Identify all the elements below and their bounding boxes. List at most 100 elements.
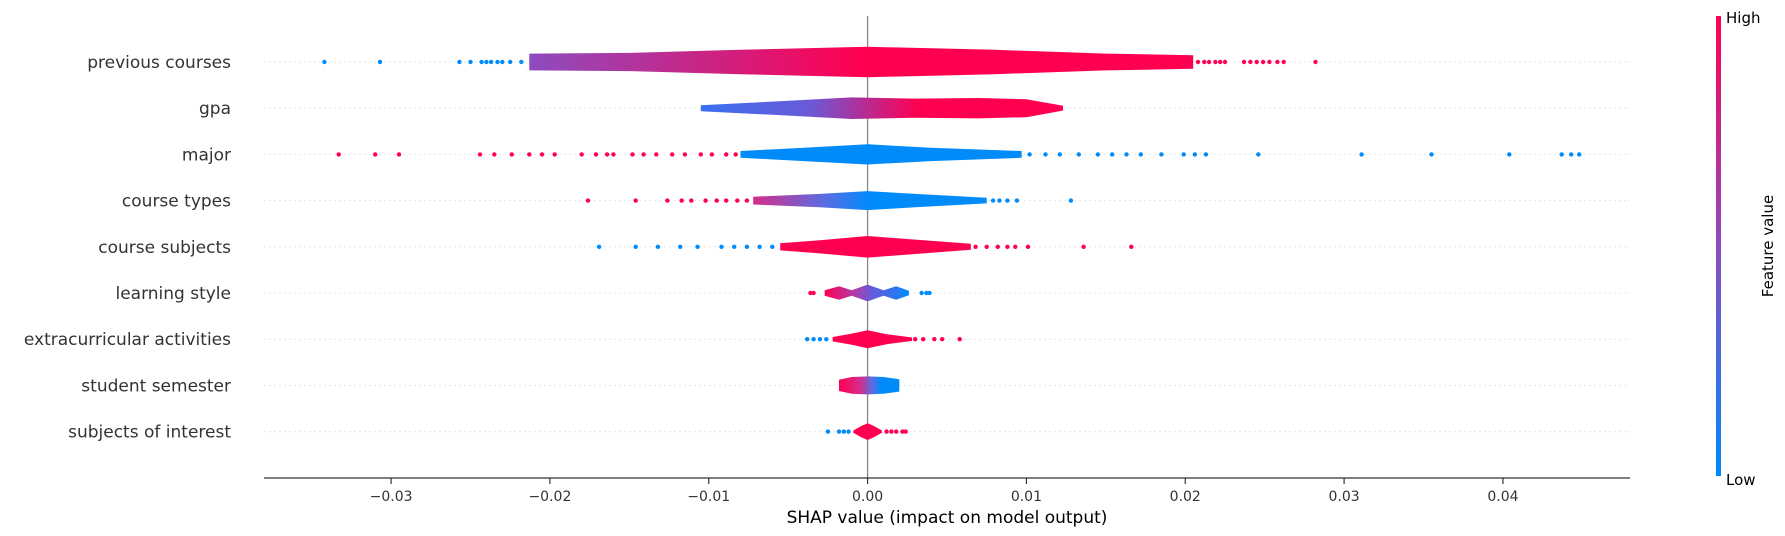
x-tick-label: 0.00 bbox=[852, 489, 883, 505]
outlier-point-major bbox=[1181, 152, 1186, 157]
colorbar-high-label: High bbox=[1726, 9, 1760, 27]
colorbar-gradient bbox=[1716, 16, 1721, 476]
outlier-point-course-subjects bbox=[1129, 244, 1134, 249]
x-tick-label: −0.03 bbox=[370, 489, 413, 505]
x-axis-title: SHAP value (impact on model output) bbox=[787, 508, 1108, 528]
outlier-point-course-subjects bbox=[655, 244, 661, 249]
outlier-point-previous-courses bbox=[468, 59, 473, 65]
outlier-point-course-subjects bbox=[596, 244, 602, 249]
outlier-point-subjects-of-interest bbox=[841, 429, 846, 434]
outlier-point-previous-courses bbox=[495, 59, 500, 65]
outlier-point-course-subjects bbox=[984, 244, 989, 249]
colorbar-title: Feature value bbox=[1759, 195, 1777, 297]
outlier-point-major bbox=[336, 152, 341, 157]
outlier-point-course-subjects bbox=[633, 244, 638, 249]
outlier-point-major bbox=[1095, 152, 1101, 157]
outlier-point-previous-courses bbox=[377, 59, 383, 65]
feature-label-learning-style: learning style bbox=[115, 284, 231, 304]
colorbar-low-label: Low bbox=[1726, 471, 1756, 489]
outlier-point-previous-courses bbox=[500, 59, 505, 65]
violin-course-subjects bbox=[780, 236, 971, 258]
outlier-point-subjects-of-interest bbox=[836, 429, 842, 434]
outlier-point-major bbox=[670, 152, 675, 157]
outlier-point-major bbox=[682, 152, 688, 157]
outlier-point-major bbox=[733, 152, 738, 157]
outlier-point-course-subjects bbox=[770, 244, 775, 249]
outlier-point-major bbox=[611, 152, 616, 157]
outlier-point-course-types bbox=[679, 198, 684, 203]
outlier-point-major bbox=[1027, 152, 1032, 157]
outlier-point-course-subjects bbox=[695, 244, 700, 249]
outlier-point-previous-courses bbox=[479, 59, 484, 65]
outlier-point-previous-courses bbox=[1260, 59, 1266, 65]
outlier-point-previous-courses bbox=[1213, 59, 1218, 65]
feature-labels: previous courses gpa major course types cour… bbox=[24, 53, 231, 443]
x-tick-label: 0.01 bbox=[1011, 489, 1042, 505]
outlier-point-major bbox=[1507, 152, 1512, 157]
outlier-point-major bbox=[539, 152, 545, 157]
outlier-point-previous-courses bbox=[508, 59, 513, 65]
outlier-point-course-types bbox=[997, 198, 1002, 203]
outlier-point-course-types bbox=[665, 198, 670, 203]
feature-label-course-subjects: course subjects bbox=[98, 238, 231, 258]
outlier-point-learning-style bbox=[927, 290, 932, 296]
outlier-point-extracurricular-activities bbox=[913, 337, 918, 342]
outlier-point-major bbox=[630, 152, 635, 157]
outlier-point-major bbox=[709, 152, 715, 157]
violin-learning-style bbox=[824, 284, 909, 302]
outlier-point-course-subjects bbox=[1013, 244, 1018, 249]
outlier-point-course-types bbox=[1005, 198, 1010, 203]
outlier-point-previous-courses bbox=[1222, 59, 1228, 65]
outlier-point-subjects-of-interest bbox=[825, 429, 831, 434]
outlier-point-previous-courses bbox=[484, 59, 489, 65]
outlier-point-major bbox=[1569, 152, 1574, 157]
outlier-point-course-types bbox=[585, 198, 591, 203]
outlier-point-major bbox=[1124, 152, 1129, 157]
outlier-point-extracurricular-activities bbox=[940, 337, 945, 342]
outlier-point-course-subjects bbox=[719, 244, 724, 249]
outlier-point-course-types bbox=[990, 198, 996, 203]
outlier-point-course-subjects bbox=[678, 244, 683, 249]
outlier-point-major bbox=[373, 152, 378, 157]
outlier-point-course-types bbox=[703, 198, 708, 203]
outlier-point-course-types bbox=[735, 198, 740, 203]
outlier-point-major bbox=[1559, 152, 1564, 157]
outlier-point-course-subjects bbox=[973, 244, 978, 249]
outlier-point-previous-courses bbox=[1254, 59, 1259, 65]
outlier-point-course-types bbox=[633, 198, 638, 203]
outlier-point-extracurricular-activities bbox=[957, 337, 962, 342]
violin-subjects-of-interest bbox=[853, 423, 882, 440]
outlier-point-learning-style bbox=[808, 290, 813, 296]
outlier-point-extracurricular-activities bbox=[921, 337, 926, 342]
outlier-point-major bbox=[492, 152, 497, 157]
outlier-point-major bbox=[1429, 152, 1434, 157]
outlier-point-major bbox=[604, 152, 610, 157]
feature-label-major: major bbox=[182, 145, 231, 165]
feature-label-previous-courses: previous courses bbox=[87, 53, 231, 73]
violin-student-semester bbox=[838, 376, 900, 395]
outlier-point-major bbox=[1057, 152, 1063, 157]
outlier-point-course-subjects bbox=[995, 244, 1000, 249]
outlier-point-major bbox=[698, 152, 703, 157]
outlier-point-previous-courses bbox=[1313, 59, 1318, 65]
violin-previous-courses bbox=[529, 46, 1194, 78]
outlier-point-major bbox=[396, 152, 402, 157]
outlier-point-major bbox=[1256, 152, 1261, 157]
x-tick-label: 0.03 bbox=[1329, 489, 1360, 505]
outlier-point-major bbox=[654, 152, 659, 157]
outlier-point-previous-courses bbox=[1202, 59, 1207, 65]
x-tick-label: 0.04 bbox=[1487, 489, 1518, 505]
violin-extracurricular-activities bbox=[832, 330, 913, 349]
outlier-point-course-types bbox=[714, 198, 719, 203]
outlier-point-subjects-of-interest bbox=[889, 429, 894, 434]
outlier-point-previous-courses bbox=[1241, 59, 1247, 65]
outlier-point-major bbox=[552, 152, 557, 157]
x-axis-ticks: −0.03 −0.02 −0.01 0.00 0.01 0.02 0.03 0.04 bbox=[370, 478, 1519, 505]
outlier-point-major bbox=[1192, 152, 1198, 157]
outlier-point-extracurricular-activities bbox=[805, 337, 810, 342]
outlier-point-major bbox=[477, 152, 483, 157]
outlier-point-previous-courses bbox=[1206, 59, 1212, 65]
outlier-point-extracurricular-activities bbox=[811, 337, 816, 342]
outlier-point-previous-courses bbox=[1218, 59, 1223, 65]
outlier-point-previous-courses bbox=[519, 59, 524, 65]
